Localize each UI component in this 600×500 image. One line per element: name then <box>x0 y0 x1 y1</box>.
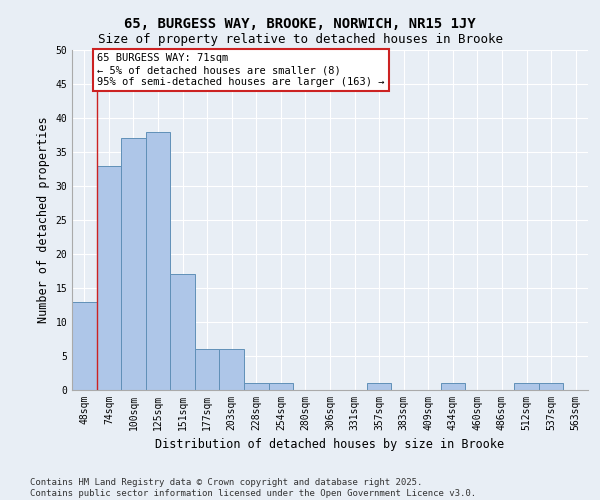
X-axis label: Distribution of detached houses by size in Brooke: Distribution of detached houses by size … <box>155 438 505 452</box>
Bar <box>220 349 244 390</box>
Bar <box>269 383 293 390</box>
Text: Contains HM Land Registry data © Crown copyright and database right 2025.
Contai: Contains HM Land Registry data © Crown c… <box>30 478 476 498</box>
Bar <box>97 166 121 390</box>
Y-axis label: Number of detached properties: Number of detached properties <box>37 116 50 324</box>
Bar <box>72 302 97 390</box>
Bar <box>244 383 269 390</box>
Bar <box>146 132 170 390</box>
Bar <box>121 138 146 390</box>
Bar <box>539 383 563 390</box>
Bar <box>170 274 195 390</box>
Text: 65 BURGESS WAY: 71sqm
← 5% of detached houses are smaller (8)
95% of semi-detach: 65 BURGESS WAY: 71sqm ← 5% of detached h… <box>97 54 385 86</box>
Bar <box>367 383 391 390</box>
Bar <box>514 383 539 390</box>
Bar <box>440 383 465 390</box>
Text: 65, BURGESS WAY, BROOKE, NORWICH, NR15 1JY: 65, BURGESS WAY, BROOKE, NORWICH, NR15 1… <box>124 18 476 32</box>
Bar <box>195 349 220 390</box>
Text: Size of property relative to detached houses in Brooke: Size of property relative to detached ho… <box>97 32 503 46</box>
